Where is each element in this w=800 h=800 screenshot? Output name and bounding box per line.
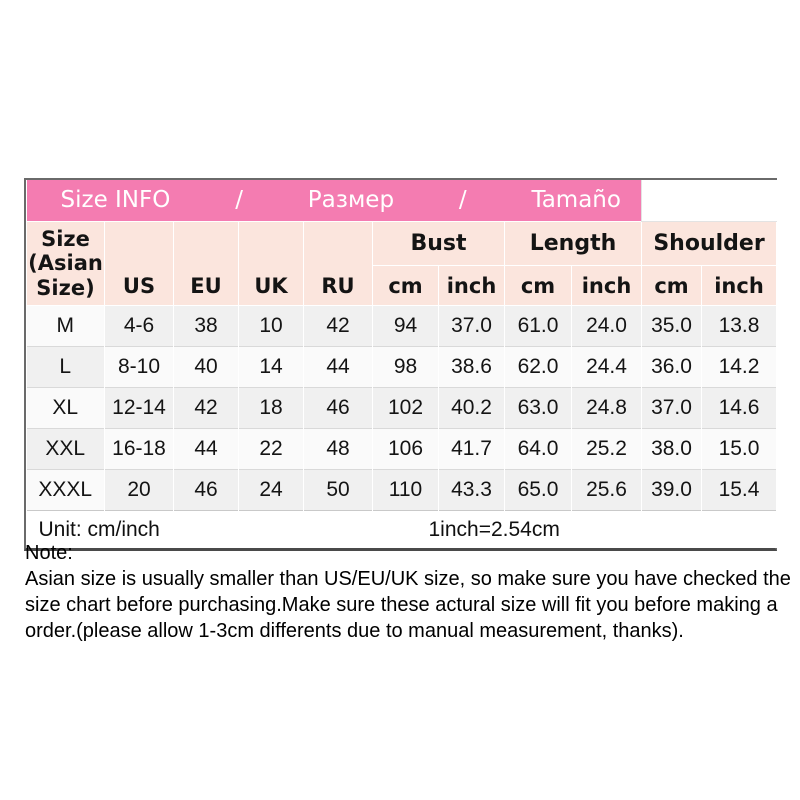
us-cell: 12-14 xyxy=(104,387,174,429)
table-row: L 8-10 40 14 44 98 38.6 62.0 24.4 36.0 1… xyxy=(26,346,777,388)
eu-cell: 44 xyxy=(173,428,239,470)
length-inch-cell: 24.4 xyxy=(571,346,642,388)
length-inch-cell: 24.0 xyxy=(571,305,642,347)
shoulder-inch-cell: 15.0 xyxy=(701,428,777,470)
length-inch-cell: 25.2 xyxy=(571,428,642,470)
length-cm-cell: 63.0 xyxy=(504,387,572,429)
bust-cm-cell: 102 xyxy=(372,387,439,429)
note-block: Note: Asian size is usually smaller than… xyxy=(25,540,791,644)
bust-inch-cell: 43.3 xyxy=(438,469,505,511)
length-cm-cell: 62.0 xyxy=(504,346,572,388)
unit-label: Unit: cm/inch xyxy=(38,518,160,541)
shoulder-inch-cell: 14.2 xyxy=(701,346,777,388)
size-column-header: Size (Asian Size) xyxy=(26,221,105,306)
bust-inch-cell: 38.6 xyxy=(438,346,505,388)
subheader-length-inch: inch xyxy=(571,265,642,306)
us-cell: 8-10 xyxy=(104,346,174,388)
footer-row: Unit: cm/inch 1inch=2.54cm xyxy=(26,510,777,548)
length-cm-cell: 65.0 xyxy=(504,469,572,511)
length-inch-cell: 25.6 xyxy=(571,469,642,511)
banner-separator: / xyxy=(235,187,243,213)
banner-text-en: Size INFO xyxy=(60,187,171,213)
subheader-bust-inch: inch xyxy=(438,265,505,306)
conversion-note: 1inch=2.54cm xyxy=(428,518,560,541)
table-row: XL 12-14 42 18 46 102 40.2 63.0 24.8 37.… xyxy=(26,387,777,429)
shoulder-cm-cell: 37.0 xyxy=(641,387,702,429)
bust-cm-cell: 98 xyxy=(372,346,439,388)
shoulder-cm-cell: 39.0 xyxy=(641,469,702,511)
size-chart-sheet: Size INFO / Размер / Tamaño Size (Asian … xyxy=(24,178,777,551)
bust-inch-cell: 41.7 xyxy=(438,428,505,470)
group-header-bust: Bust xyxy=(372,221,505,266)
note-line: size chart before purchasing.Make sure t… xyxy=(25,594,778,616)
shoulder-cm-cell: 35.0 xyxy=(641,305,702,347)
banner-cell: Size INFO / Размер / Tamaño xyxy=(26,180,642,222)
subheader-length-cm: cm xyxy=(504,265,572,306)
length-cm-cell: 61.0 xyxy=(504,305,572,347)
region-header-uk: UK xyxy=(238,221,304,306)
eu-cell: 42 xyxy=(173,387,239,429)
note-line: order.(please allow 1-3cm differents due… xyxy=(25,620,684,642)
ru-cell: 44 xyxy=(303,346,373,388)
table-row: XXXL 20 46 24 50 110 43.3 65.0 25.6 39.0… xyxy=(26,469,777,511)
banner: Size INFO / Размер / Tamaño xyxy=(27,180,642,221)
size-cell: M xyxy=(26,305,105,347)
header-row-groups: Size (Asian Size) US EU UK RU Bust Lengt… xyxy=(26,221,777,306)
eu-cell: 46 xyxy=(173,469,239,511)
ru-cell: 48 xyxy=(303,428,373,470)
ru-cell: 42 xyxy=(303,305,373,347)
uk-cell: 18 xyxy=(238,387,304,429)
size-cell: XXXL xyxy=(26,469,105,511)
banner-text-es: Tamaño xyxy=(531,187,621,213)
bust-inch-cell: 40.2 xyxy=(438,387,505,429)
length-cm-cell: 64.0 xyxy=(504,428,572,470)
header-row-units: cm inch cm inch cm inch xyxy=(27,265,777,306)
bust-cm-cell: 94 xyxy=(372,305,439,347)
size-cell: XL xyxy=(26,387,105,429)
ru-cell: 50 xyxy=(303,469,373,511)
table-row: XXL 16-18 44 22 48 106 41.7 64.0 25.2 38… xyxy=(26,428,777,470)
subheader-shoulder-cm: cm xyxy=(641,265,702,306)
uk-cell: 22 xyxy=(238,428,304,470)
shoulder-inch-cell: 15.4 xyxy=(701,469,777,511)
size-cell: L xyxy=(26,346,105,388)
note-line: Asian size is usually smaller than US/EU… xyxy=(25,568,791,590)
uk-cell: 24 xyxy=(238,469,304,511)
ru-cell: 46 xyxy=(303,387,373,429)
shoulder-cm-cell: 36.0 xyxy=(641,346,702,388)
note-title: Note: xyxy=(25,542,73,564)
shoulder-inch-cell: 14.6 xyxy=(701,387,777,429)
eu-cell: 38 xyxy=(173,305,239,347)
table-row: M 4-6 38 10 42 94 37.0 61.0 24.0 35.0 13… xyxy=(26,305,777,347)
region-header-ru: RU xyxy=(303,221,373,306)
banner-row: Size INFO / Размер / Tamaño xyxy=(26,180,777,222)
banner-text-ru: Размер xyxy=(307,187,395,213)
region-header-eu: EU xyxy=(173,221,239,306)
bust-inch-cell: 37.0 xyxy=(438,305,505,347)
uk-cell: 14 xyxy=(238,346,304,388)
us-cell: 20 xyxy=(104,469,174,511)
bust-cm-cell: 110 xyxy=(372,469,439,511)
subheader-bust-cm: cm xyxy=(372,265,439,306)
group-header-shoulder: Shoulder xyxy=(641,221,777,266)
size-cell: XXL xyxy=(26,428,105,470)
footer: Unit: cm/inch 1inch=2.54cm xyxy=(27,511,777,548)
length-inch-cell: 24.8 xyxy=(571,387,642,429)
shoulder-inch-cell: 13.8 xyxy=(701,305,777,347)
footer-cell: Unit: cm/inch 1inch=2.54cm xyxy=(26,510,777,548)
shoulder-cm-cell: 38.0 xyxy=(641,428,702,470)
size-table: Size INFO / Размер / Tamaño Size (Asian … xyxy=(26,180,777,548)
uk-cell: 10 xyxy=(238,305,304,347)
banner-separator: / xyxy=(458,187,467,213)
subheader-shoulder-inch: inch xyxy=(701,265,777,306)
us-cell: 16-18 xyxy=(104,428,174,470)
banner-blank-cell xyxy=(641,180,777,222)
eu-cell: 40 xyxy=(173,346,239,388)
us-cell: 4-6 xyxy=(104,305,174,347)
region-header-us: US xyxy=(104,221,174,306)
group-header-length: Length xyxy=(504,221,642,266)
bust-cm-cell: 106 xyxy=(372,428,439,470)
